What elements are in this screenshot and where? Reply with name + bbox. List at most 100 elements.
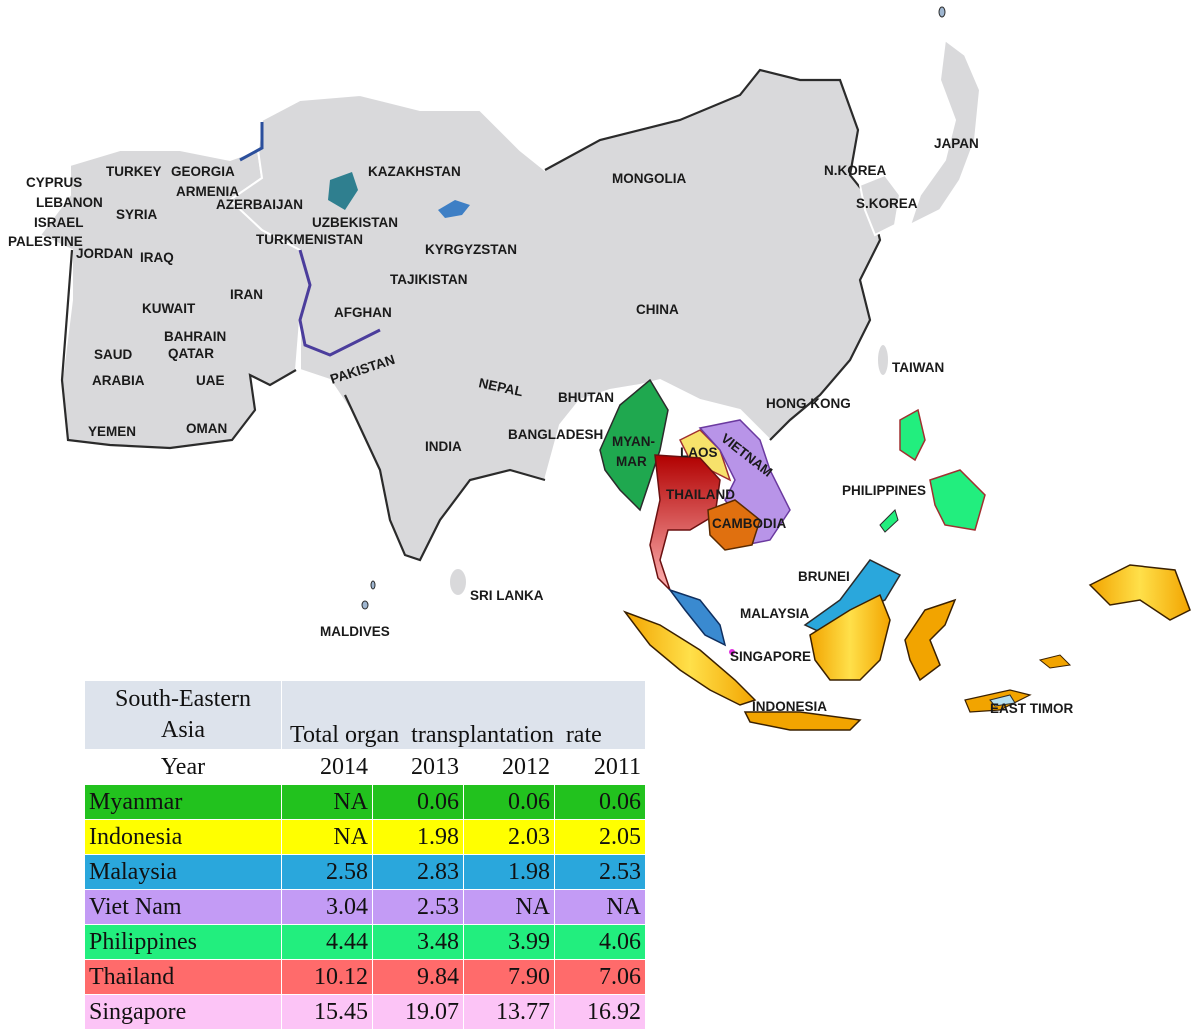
cambodia-shape [707,499,761,551]
afghan-border [298,249,381,357]
india-coast [344,394,546,562]
map-label: KAZAKHSTAN [368,164,461,179]
map-label: N.KOREA [824,163,887,178]
map-label: UZBEKISTAN [312,215,398,230]
map-label: TAJIKISTAN [390,272,468,287]
country-name: Myanmar [84,784,282,820]
measure-header: Total organ transplantation rate [281,680,646,750]
map-label: AZERBAIJAN [216,197,303,212]
map-label: KUWAIT [142,301,196,316]
map-label: CYPRUS [26,175,82,190]
rate-cell: 3.99 [463,924,555,960]
country-name: Singapore [84,994,282,1030]
borneo-indonesia-shape [809,593,891,681]
thailand-shape [649,454,721,591]
table-row: Viet Nam 3.04 2.53 NA NA [84,889,646,925]
map-label: HONG KONG [766,396,851,411]
map-label: BRUNEI [798,569,850,584]
map-label: ARMENIA [176,184,239,199]
rate-cell: 19.07 [372,994,464,1030]
map-label: SINGAPORE [730,649,811,664]
table-header-row: South-Eastern Asia Total organ transplan… [84,680,646,750]
taiwan-island [876,343,890,377]
map-label: MALAYSIA [740,606,810,621]
rate-cell: 3.48 [372,924,464,960]
table-row: Thailand 10.12 9.84 7.90 7.06 [84,959,646,995]
islet-north [938,6,946,18]
japan-landmass [908,38,982,227]
rate-cell: 2.83 [372,854,464,890]
map-label: TAIWAN [892,360,944,375]
country-name: Philippines [84,924,282,960]
map-label: SAUD [94,347,133,362]
map-label: TURKEY [106,164,162,179]
rate-cell: 10.12 [281,959,373,995]
sumatra-shape [622,610,757,706]
rate-cell: 7.06 [554,959,646,995]
table-row: Singapore 15.45 19.07 13.77 16.92 [84,994,646,1030]
map-label: SRI LANKA [470,588,544,603]
map-label: TURKMENISTAN [256,232,363,247]
mindanao-visayas-shape [929,469,986,531]
papua-shape [1088,564,1191,621]
map-label: THAILAND [666,487,735,502]
map-label: MYAN- [612,434,655,449]
map-label: S.KOREA [856,196,918,211]
country-name: Malaysia [84,854,282,890]
map-label: GEORGIA [171,164,235,179]
map-label: MALDIVES [320,624,390,639]
palawan-shape [879,509,899,533]
aral-sea [328,172,358,210]
year-header: 2012 [463,749,555,785]
map-label: INDONESIA [752,699,827,714]
map-label: INDIA [425,439,462,454]
rate-cell: 4.44 [281,924,373,960]
map-label: MAR [616,454,647,469]
rate-cell: 16.92 [554,994,646,1030]
rate-cell: 0.06 [554,784,646,820]
map-label: SYRIA [116,207,158,222]
map-label: CAMBODIA [712,516,786,531]
map-label: ISRAEL [34,215,84,230]
rate-cell: 1.98 [372,819,464,855]
map-label: PALESTINE [8,234,83,249]
rate-cell: 3.04 [281,889,373,925]
table-row: Philippines 4.44 3.48 3.99 4.06 [84,924,646,960]
myanmar-shape [599,378,669,512]
rate-cell: 2.58 [281,854,373,890]
table-row: Malaysia 2.58 2.83 1.98 2.53 [84,854,646,890]
map-label: BHUTAN [558,390,614,405]
rate-cell: 4.06 [554,924,646,960]
rate-cell: 0.06 [463,784,555,820]
rate-cell: NA [281,819,373,855]
sulawesi-shape [904,598,957,682]
map-label: ARABIA [92,373,145,388]
map-label: CHINA [636,302,679,317]
peninsular-malaysia-shape [667,588,727,647]
year-header: 2013 [372,749,464,785]
rate-cell: 15.45 [281,994,373,1030]
map-label: KYRGYZSTAN [425,242,517,257]
rate-cell: 1.98 [463,854,555,890]
rate-cell: 13.77 [463,994,555,1030]
singapore-dot [729,649,735,655]
map-label: QATAR [168,346,214,361]
table-row: Indonesia NA 1.98 2.03 2.05 [84,819,646,855]
map-label: AFGHAN [334,305,392,320]
map-label: BAHRAIN [164,329,226,344]
country-name: Viet Nam [84,889,282,925]
country-name: Indonesia [84,819,282,855]
caspian-border [239,122,264,162]
year-header: 2014 [281,749,373,785]
rate-cell: NA [281,784,373,820]
sri-lanka-island [448,567,468,597]
map-label: UAE [196,373,225,388]
rate-cell: 9.84 [372,959,464,995]
year-label: Year [84,749,282,785]
map-label: JORDAN [76,246,133,261]
maluku-shape [1038,654,1072,669]
east-asia-coast [544,68,882,441]
vietnam-shape [698,419,791,546]
table-row: Myanmar NA 0.06 0.06 0.06 [84,784,646,820]
rate-cell: 2.53 [554,854,646,890]
